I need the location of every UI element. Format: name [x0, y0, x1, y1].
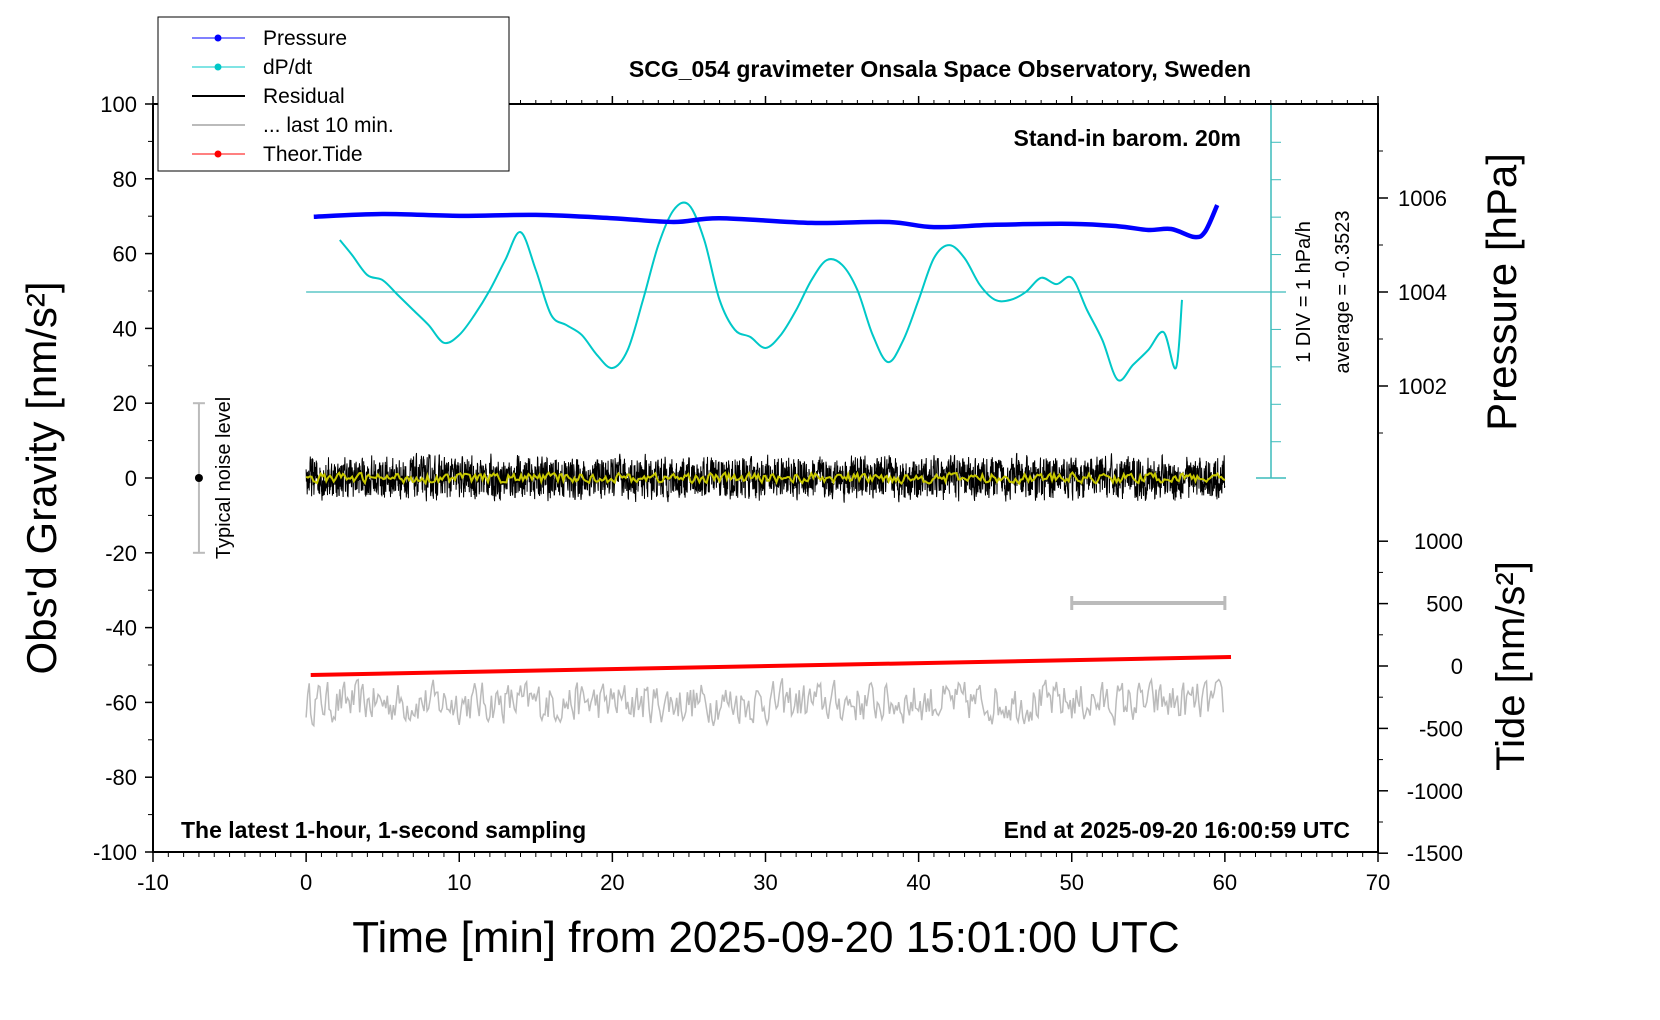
div-note: 1 DIV = 1 hPa/h [1293, 221, 1315, 363]
x-tick-label: 70 [1366, 870, 1390, 895]
tide-tick-label: 0 [1451, 654, 1463, 679]
x-tick-label: 50 [1060, 870, 1084, 895]
y-tick-label: 100 [100, 92, 137, 117]
legend-label: Theor.Tide [263, 143, 363, 166]
y-axis-label-tide: Tide [nm/s²] [1489, 561, 1533, 771]
y-axis-label-pressure: Pressure [hPa] [1478, 153, 1525, 431]
y-tick-label: 40 [113, 316, 137, 341]
legend-label: dP/dt [263, 56, 312, 79]
dpdt-line [339, 201, 1183, 382]
x-tick-label: 40 [906, 870, 930, 895]
tide-tick-label: 500 [1426, 592, 1463, 617]
tide-tick-label: -500 [1419, 716, 1463, 741]
noise-note: Typical noise level [213, 397, 235, 559]
y-tick-label: -60 [105, 690, 137, 715]
y-tick-label: 20 [113, 391, 137, 416]
y-tick-label: 60 [113, 242, 137, 267]
pressure-tick-label: 1004 [1398, 280, 1447, 305]
legend-label: Pressure [263, 27, 347, 50]
tide-tick-label: -1000 [1407, 779, 1463, 804]
x-tick-label: -10 [137, 870, 169, 895]
bottom-left-note: The latest 1-hour, 1-second sampling [181, 817, 586, 843]
noise-level-dot [194, 474, 203, 482]
legend-label: Residual [263, 85, 345, 108]
y-tick-label: 0 [125, 466, 137, 491]
x-tick-label: 20 [600, 870, 624, 895]
y-tick-label: -80 [105, 765, 137, 790]
residual-smoothed-line [305, 470, 1226, 486]
chart-title: SCG_054 gravimeter Onsala Space Observat… [629, 56, 1251, 82]
last-10-min-line [305, 677, 1225, 728]
tide-line [310, 655, 1232, 677]
y-tick-label: -20 [105, 541, 137, 566]
y-tick-label: 80 [113, 167, 137, 192]
pressure-tick-label: 1002 [1398, 374, 1447, 399]
legend-marker [214, 34, 222, 42]
x-tick-label: 10 [447, 870, 471, 895]
x-tick-label: 0 [300, 870, 312, 895]
legend-box [157, 16, 510, 172]
pressure-line [313, 204, 1220, 240]
y-tick-label: -100 [93, 840, 137, 865]
tide-tick-label: 1000 [1414, 529, 1463, 554]
y-tick-label: -40 [105, 616, 137, 641]
legend: Pressure dP/dt Residual ... last 10 min. The… [157, 16, 510, 172]
legend-marker [214, 63, 222, 71]
barometer-note: Stand-in barom. 20m [1014, 125, 1241, 151]
average-note: average = -0.3523 [1332, 211, 1354, 374]
legend-marker [214, 150, 222, 158]
tide-tick-label: -1500 [1407, 841, 1463, 866]
x-tick-label: 30 [753, 870, 777, 895]
legend-label: ... last 10 min. [263, 114, 394, 137]
x-axis-label: Time [min] from 2025-09-20 15:01:00 UTC [352, 913, 1179, 962]
y-axis-label-left: Obs'd Gravity [nm/s²] [18, 281, 65, 674]
pressure-tick-label: 1006 [1398, 186, 1447, 211]
bottom-right-note: End at 2025-09-20 16:00:59 UTC [1004, 817, 1350, 843]
x-tick-label: 60 [1213, 870, 1237, 895]
